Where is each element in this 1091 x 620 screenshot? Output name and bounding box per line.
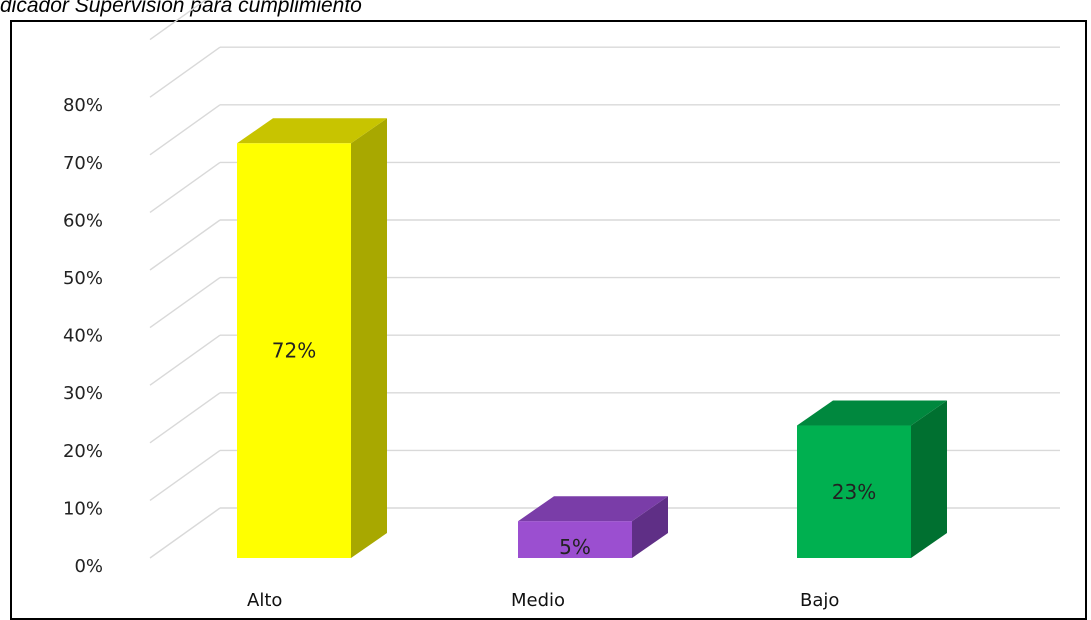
bars: 72% 5% 23% bbox=[237, 118, 947, 559]
y-tick-label: 70% bbox=[63, 153, 103, 174]
bar-top bbox=[797, 400, 947, 426]
y-tick-label: 40% bbox=[63, 326, 103, 347]
gridline-side bbox=[149, 46, 221, 98]
bar-top bbox=[237, 118, 387, 144]
data-label: 5% bbox=[559, 535, 591, 559]
category-label: Medio bbox=[511, 590, 565, 611]
gridline-side bbox=[149, 219, 221, 271]
gridline-side bbox=[149, 161, 221, 213]
data-label: 72% bbox=[272, 339, 316, 363]
bar-side bbox=[351, 118, 387, 558]
category-label: Bajo bbox=[800, 590, 839, 611]
y-axis-tick-labels: 0% 10% 20% 30% 40% 50% 60% 70% 80% bbox=[63, 95, 103, 577]
bar-top bbox=[518, 496, 668, 522]
figure-caption: dicador Supervisión para cumplimiento bbox=[0, 0, 362, 17]
gridline-side bbox=[149, 104, 221, 156]
y-tick-label: 80% bbox=[63, 95, 103, 116]
x-axis-category-labels: Alto Medio Bajo bbox=[247, 590, 839, 611]
bar-alto: 72% bbox=[237, 118, 387, 558]
data-label: 23% bbox=[832, 480, 876, 504]
gridline-side bbox=[149, 334, 221, 386]
gridline-side bbox=[149, 0, 207, 41]
y-tick-label: 60% bbox=[63, 210, 103, 231]
category-label: Alto bbox=[247, 590, 282, 611]
y-tick-label: 10% bbox=[63, 498, 103, 519]
y-tick-label: 0% bbox=[74, 556, 103, 577]
bar-front bbox=[797, 425, 911, 558]
gridline-side bbox=[149, 277, 221, 329]
gridline-side bbox=[149, 392, 221, 444]
bar-front bbox=[518, 521, 632, 558]
bar-medio: 5% bbox=[518, 496, 668, 559]
bar-front bbox=[237, 143, 351, 558]
y-tick-label: 50% bbox=[63, 268, 103, 289]
bar-side bbox=[632, 496, 668, 558]
y-tick-label: 30% bbox=[63, 383, 103, 404]
bar-bajo: 23% bbox=[797, 400, 947, 558]
gridline-side bbox=[149, 507, 221, 559]
bar-side bbox=[911, 400, 947, 558]
y-tick-label: 20% bbox=[63, 441, 103, 462]
gridline-side bbox=[149, 449, 221, 501]
